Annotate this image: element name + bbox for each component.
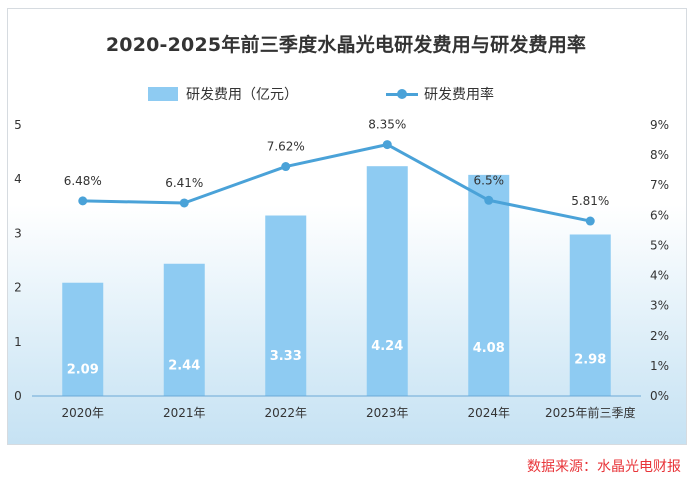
bar-value-label: 2.09 — [67, 362, 99, 377]
y-left-tick-label: 1 — [14, 335, 22, 349]
y-right-tick-label: 3% — [650, 299, 669, 313]
x-tick-label: 2023年 — [366, 406, 409, 420]
y-left-tick-label: 5 — [14, 118, 22, 132]
y-left-tick-label: 4 — [14, 172, 22, 186]
bar-rd-expense — [265, 215, 307, 396]
bar-rd-expense — [163, 263, 205, 396]
rd-rate-label: 5.81% — [571, 194, 609, 208]
x-tick-label: 2024年 — [467, 406, 510, 420]
y-left-tick-label: 3 — [14, 226, 22, 240]
chart-title: 2020-2025年前三季度水晶光电研发费用与研发费用率 — [105, 34, 587, 56]
y-right-tick-label: 2% — [650, 329, 669, 343]
y-right-tick-label: 1% — [650, 359, 669, 373]
rd-rate-label: 7.62% — [267, 140, 305, 154]
rd-rate-point — [484, 195, 494, 205]
rd-rate-line — [82, 143, 591, 223]
y-right-tick-label: 0% — [650, 389, 669, 403]
rd-rate-point — [281, 162, 291, 172]
bar-rd-expense — [366, 166, 408, 396]
legend-label-rd-expense: 研发费用（亿元） — [186, 87, 298, 103]
legend: 研发费用（亿元） 研发费用率 — [0, 84, 692, 106]
rd-rate-label: 8.35% — [368, 118, 406, 132]
data-source-note: 数据来源：水晶光电财报 — [527, 459, 681, 475]
x-tick-label: 2022年 — [264, 406, 307, 420]
rd-rate-label: 6.41% — [165, 176, 203, 190]
bar-value-label: 2.98 — [574, 353, 606, 368]
rd-rate-point — [179, 198, 189, 208]
bar-value-label: 4.24 — [371, 339, 403, 354]
y-right-tick-label: 5% — [650, 238, 669, 252]
bar-rd-expense — [569, 234, 611, 396]
rd-rate-point — [382, 140, 392, 150]
legend-item-rd-rate: 研发费用率 — [386, 84, 494, 104]
rd-rate-point — [78, 196, 88, 206]
bar-value-label: 4.08 — [473, 341, 505, 356]
x-tick-label: 2020年 — [61, 406, 104, 420]
legend-bar-swatch — [148, 87, 178, 101]
legend-item-rd-expense: 研发费用（亿元） — [148, 84, 298, 104]
bar-value-label: 3.33 — [270, 349, 302, 364]
y-left-tick-label: 0 — [14, 389, 22, 403]
legend-label-rd-rate: 研发费用率 — [424, 87, 494, 103]
y-right-tick-label: 6% — [650, 208, 669, 222]
x-tick-label: 2025年前三季度 — [545, 405, 636, 420]
rd-rate-point — [585, 216, 595, 226]
rd-rate-label: 6.5% — [474, 173, 505, 187]
y-right-tick-label: 9% — [650, 118, 669, 132]
bar-rd-expense — [62, 282, 104, 396]
y-right-tick-label: 8% — [650, 148, 669, 162]
bar-value-label: 2.44 — [168, 359, 200, 374]
y-right-tick-label: 7% — [650, 178, 669, 192]
x-tick-label: 2021年 — [163, 406, 206, 420]
rd-rate-label: 6.48% — [64, 174, 102, 188]
legend-line-swatch — [386, 87, 418, 101]
y-right-tick-label: 4% — [650, 269, 669, 283]
y-left-tick-label: 2 — [14, 281, 22, 295]
bar-rd-expense — [468, 174, 510, 396]
